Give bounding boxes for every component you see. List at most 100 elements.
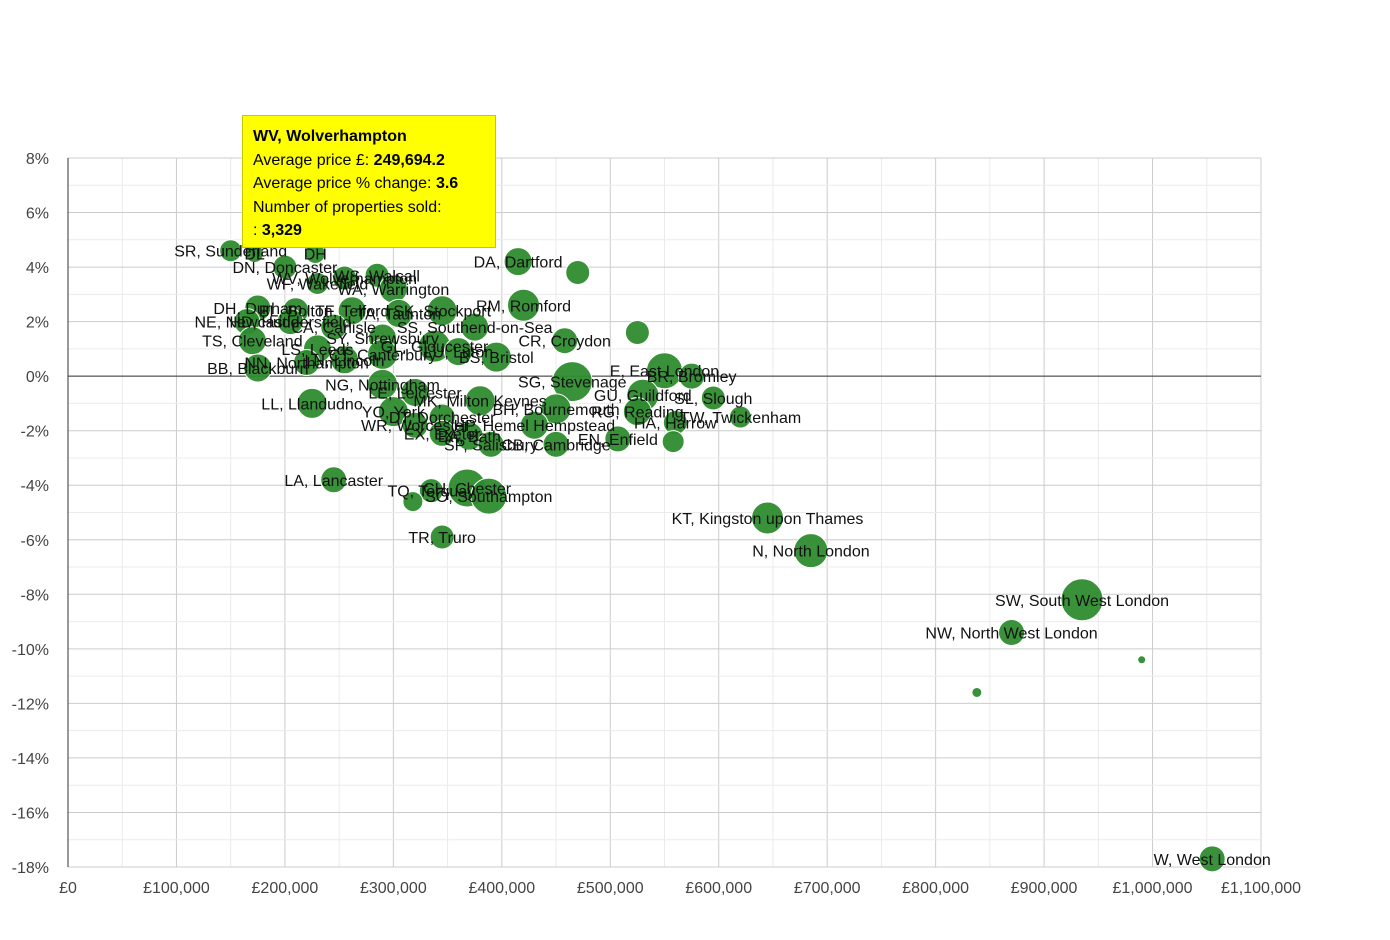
- bubble-label: DH: [304, 246, 327, 263]
- x-tick-label: £400,000: [468, 880, 535, 897]
- bubble-point[interactable]: [305, 271, 329, 295]
- y-tick-label: -18%: [12, 860, 49, 877]
- bubble-label: TW, Twickenham: [680, 410, 802, 427]
- tooltip: WV, Wolverhampton Average price £: 249,6…: [242, 115, 496, 248]
- bubble-point[interactable]: [332, 265, 358, 291]
- bubble-point[interactable]: [219, 239, 243, 263]
- y-tick-label: -8%: [21, 587, 49, 604]
- bubble-label: SY, Shrewsbury: [326, 331, 439, 348]
- bubble-label: GU, Guildford: [594, 388, 692, 405]
- bubble-point[interactable]: [971, 686, 983, 698]
- bubble-point[interactable]: [320, 466, 348, 494]
- bubble-point[interactable]: [678, 362, 706, 390]
- bubble-label: TQ, Torquay: [387, 484, 475, 501]
- bubble-point[interactable]: [519, 410, 549, 440]
- y-tick-label: -12%: [12, 696, 49, 713]
- tooltip-sold-label: Number of properties sold:: [253, 198, 442, 216]
- bubble-point[interactable]: [384, 298, 414, 328]
- bubble-label: SP, Salisbury: [444, 437, 538, 454]
- bubble-label: SS, Southend-on-Sea: [397, 320, 553, 337]
- bubble-label: HD, Huddersfield: [229, 315, 351, 332]
- bubble-point[interactable]: [296, 387, 328, 419]
- bubble-label: WV, Wolverhampton: [272, 271, 417, 288]
- bubble-point[interactable]: [402, 491, 424, 513]
- x-tick-label: £100,000: [143, 880, 210, 897]
- y-tick-label: 0%: [26, 369, 49, 386]
- bubble-point[interactable]: [443, 337, 473, 367]
- bubble-point[interactable]: [470, 477, 508, 515]
- bubble-label: E, East London: [610, 364, 719, 381]
- bubble-point[interactable]: [700, 385, 726, 411]
- tooltip-sold-row: : 3,329: [253, 219, 485, 243]
- tooltip-price-value: 249,694.2: [373, 151, 445, 169]
- y-tick-label: -6%: [21, 533, 49, 550]
- bubble-label: CH, Chester: [423, 481, 512, 498]
- bubble-point[interactable]: [661, 430, 685, 454]
- bubble-point[interactable]: [551, 327, 579, 355]
- bubble-point[interactable]: [400, 378, 430, 408]
- bubble-point[interactable]: [565, 260, 591, 286]
- bubble-point[interactable]: [793, 533, 829, 569]
- bubble-label: LE, Leicester: [368, 386, 462, 403]
- bubble-label: LU, Luton: [424, 345, 493, 362]
- bubble-point[interactable]: [542, 430, 570, 458]
- bubble-point[interactable]: [293, 349, 321, 377]
- bubble-label: RM, Romford: [476, 298, 571, 315]
- bubble-point[interactable]: [428, 419, 456, 447]
- bubble-label: WR, Worcester: [361, 418, 470, 435]
- bubble-point[interactable]: [728, 405, 752, 429]
- bubble-point[interactable]: [540, 393, 572, 425]
- bubble-point[interactable]: [272, 254, 298, 280]
- y-tick-label: 2%: [26, 315, 49, 332]
- bubble-point[interactable]: [480, 341, 512, 373]
- bubble-label: W, West London: [1154, 852, 1271, 869]
- bubble-point[interactable]: [418, 478, 444, 504]
- x-tick-label: £700,000: [794, 880, 861, 897]
- bubble-point[interactable]: [1137, 655, 1147, 665]
- bubble-point[interactable]: [330, 345, 360, 375]
- bubble-label: LL, Llandudno: [261, 396, 363, 413]
- bubble-point[interactable]: [604, 425, 632, 453]
- bubble-label: NG, Nottingham: [325, 377, 440, 394]
- bubble-point[interactable]: [367, 368, 399, 400]
- bubble-point[interactable]: [337, 296, 367, 326]
- y-tick-label: -4%: [21, 478, 49, 495]
- bubble-point[interactable]: [401, 411, 429, 439]
- bubble-label: SW, South West London: [995, 593, 1169, 610]
- x-tick-label: £600,000: [685, 880, 752, 897]
- bubble-point[interactable]: [460, 312, 490, 342]
- bubble-point[interactable]: [1198, 845, 1226, 873]
- bubble-point[interactable]: [503, 247, 533, 277]
- y-tick-label: -2%: [21, 424, 49, 441]
- bubble-label: DA, Dartford: [474, 255, 563, 272]
- bubble-label: CA, Carlisle: [291, 320, 376, 337]
- bubble-label: BH, Bournemouth: [492, 402, 619, 419]
- bubble-point[interactable]: [377, 396, 409, 428]
- bubble-label: LA, Lancaster: [284, 473, 383, 490]
- bubble-label: NN, Northampton: [244, 356, 369, 373]
- x-tick-label: £1,100,000: [1221, 880, 1301, 897]
- bubble-point[interactable]: [622, 397, 652, 427]
- bubble-point[interactable]: [551, 361, 593, 403]
- bubble-label: BA, Bath: [438, 429, 501, 446]
- bubble-point[interactable]: [429, 524, 455, 550]
- bubble-point[interactable]: [426, 295, 458, 327]
- bubble-point[interactable]: [507, 288, 541, 322]
- x-tick-label: £200,000: [252, 880, 319, 897]
- bubble-point[interactable]: [464, 385, 496, 417]
- bubble-point[interactable]: [751, 501, 785, 535]
- bubble-point[interactable]: [624, 320, 650, 346]
- bubble-point[interactable]: [276, 308, 304, 336]
- tooltip-sold-prefix: :: [253, 222, 258, 239]
- bubble-label: BS, Bristol: [459, 350, 534, 367]
- bubble-point[interactable]: [243, 353, 273, 383]
- bubble-point[interactable]: [998, 618, 1026, 646]
- bubble-label: NW, North West London: [925, 625, 1097, 642]
- bubble-label: YO, York: [362, 405, 426, 422]
- bubble-label: CR, Croydon: [518, 334, 610, 351]
- bubble-point[interactable]: [477, 430, 505, 458]
- bubble-point[interactable]: [1060, 578, 1104, 622]
- bubble-point[interactable]: [320, 313, 348, 341]
- tooltip-change-row: Average price % change: 3.6: [253, 172, 485, 196]
